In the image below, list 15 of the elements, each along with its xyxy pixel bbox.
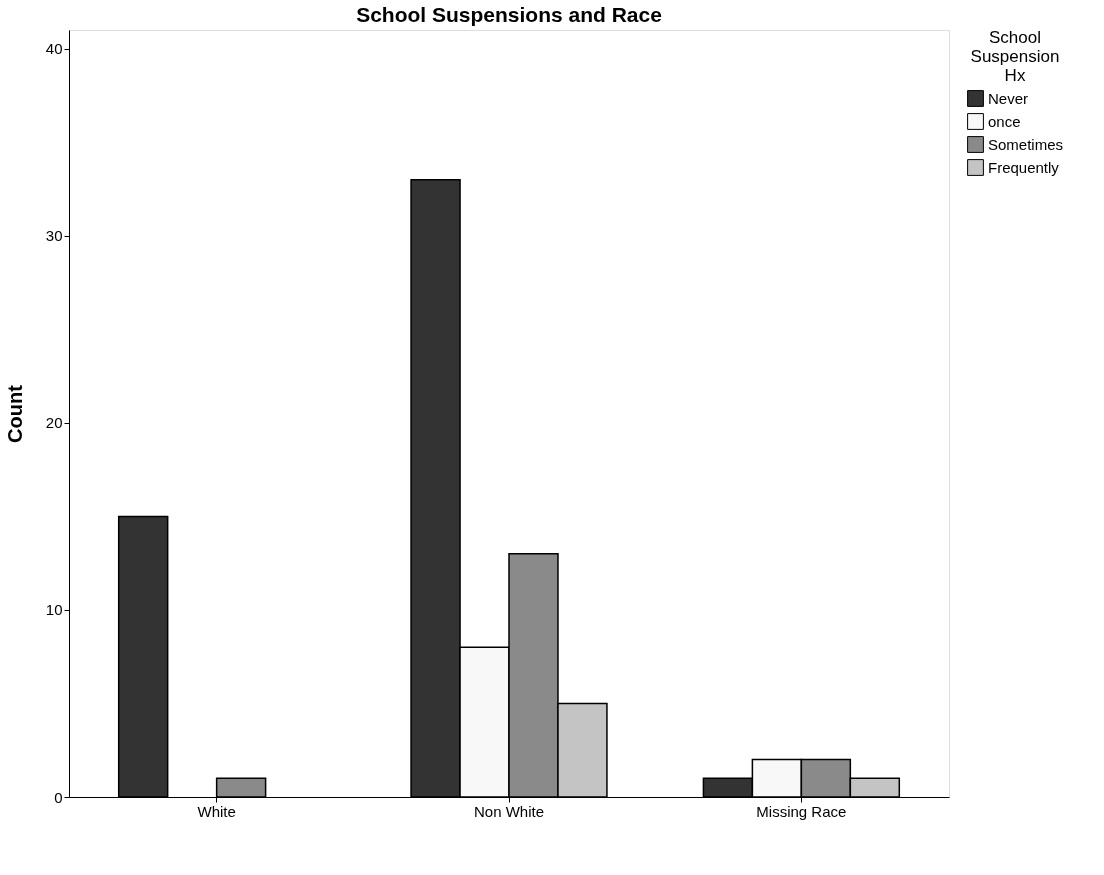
legend-title: School Suspension Hx — [970, 28, 1060, 85]
legend-label: Sometimes — [988, 135, 1064, 153]
x-tick-label: Non White — [473, 802, 545, 820]
y-tick-label: 10 — [45, 601, 63, 619]
legend-label: Never — [988, 89, 1029, 107]
y-tick-label: 0 — [54, 788, 63, 806]
legend-label: Frequently — [988, 158, 1060, 176]
legend-label: once — [988, 112, 1021, 130]
chart-title: School Suspensions and Race — [356, 3, 662, 26]
y-tick-label: 20 — [45, 414, 63, 432]
x-tick-label: White — [197, 802, 236, 820]
y-tick-label: 40 — [45, 40, 63, 58]
y-axis-title: Count — [3, 384, 26, 443]
y-tick-label: 30 — [45, 227, 63, 245]
x-tick-label: Missing Race — [756, 802, 847, 820]
